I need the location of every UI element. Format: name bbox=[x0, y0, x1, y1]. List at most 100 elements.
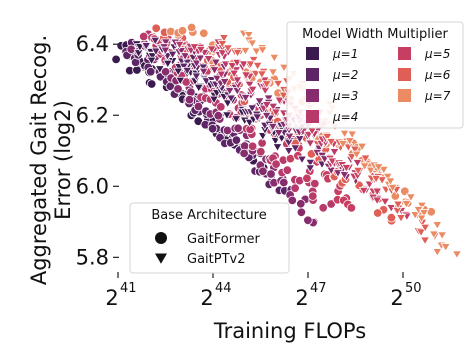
data-point bbox=[210, 58, 221, 68]
data-point bbox=[233, 123, 243, 134]
data-point bbox=[296, 155, 308, 165]
data-point bbox=[150, 36, 161, 46]
data-point bbox=[191, 59, 202, 69]
x-tick-exponent-3: 50 bbox=[405, 281, 422, 296]
data-point bbox=[151, 23, 161, 34]
data-point bbox=[420, 223, 431, 233]
data-point bbox=[176, 47, 187, 56]
data-point bbox=[216, 102, 226, 112]
data-point bbox=[270, 137, 281, 146]
data-point bbox=[222, 125, 233, 136]
data-point bbox=[283, 147, 294, 156]
data-point bbox=[173, 84, 183, 94]
data-point bbox=[111, 54, 121, 65]
architecture-legend-title: Base Architecture bbox=[151, 208, 266, 223]
data-point bbox=[273, 79, 284, 89]
width-legend-swatch-6 bbox=[398, 89, 411, 102]
width-legend-swatch-4 bbox=[398, 47, 411, 60]
data-point bbox=[256, 70, 268, 80]
data-point bbox=[377, 176, 388, 186]
data-point bbox=[418, 209, 430, 218]
data-point bbox=[257, 46, 268, 56]
data-point bbox=[198, 67, 209, 77]
data-point bbox=[451, 250, 463, 260]
data-point bbox=[175, 76, 186, 86]
data-point bbox=[261, 111, 272, 121]
data-point bbox=[252, 61, 263, 71]
data-point bbox=[132, 65, 142, 75]
data-point bbox=[305, 164, 316, 174]
width-legend-frame bbox=[286, 21, 464, 129]
data-point bbox=[211, 74, 223, 84]
data-point bbox=[387, 183, 398, 193]
data-point bbox=[296, 199, 306, 209]
data-point bbox=[145, 66, 156, 77]
data-point bbox=[160, 38, 171, 48]
data-point bbox=[216, 70, 227, 80]
data-point bbox=[274, 96, 285, 106]
data-point bbox=[365, 166, 376, 176]
data-point bbox=[141, 42, 152, 51]
data-point bbox=[247, 141, 258, 152]
data-point bbox=[229, 69, 240, 79]
data-point bbox=[263, 94, 274, 104]
data-points bbox=[111, 22, 463, 260]
data-point bbox=[272, 143, 283, 152]
y-axis-label-line-1: Aggregated Gait Recog. bbox=[27, 35, 51, 285]
architecture-legend-label-1: GaitPTv2 bbox=[187, 252, 246, 267]
data-point bbox=[337, 140, 349, 149]
data-point bbox=[428, 230, 440, 240]
data-point bbox=[401, 200, 412, 209]
data-point bbox=[244, 80, 255, 90]
data-point bbox=[177, 26, 188, 36]
data-point bbox=[240, 94, 251, 103]
data-point bbox=[318, 203, 328, 213]
data-point bbox=[247, 85, 258, 95]
y-axis: 6.4 6.2 6.0 5.8 bbox=[76, 32, 119, 269]
data-point bbox=[273, 129, 284, 138]
width-legend-label-0: μ=1 bbox=[332, 47, 358, 61]
width-legend-swatch-2 bbox=[306, 89, 319, 102]
data-point bbox=[360, 154, 371, 164]
data-point bbox=[268, 102, 279, 112]
data-point bbox=[207, 124, 218, 134]
data-point bbox=[416, 201, 428, 211]
data-point bbox=[329, 148, 340, 157]
data-point bbox=[198, 63, 209, 73]
architecture-legend-frame bbox=[129, 202, 290, 274]
x-tick-label-2: 2 bbox=[295, 286, 308, 310]
y-tick-label-0: 6.4 bbox=[76, 32, 109, 56]
data-point bbox=[344, 137, 355, 146]
width-legend: Model Width Multiplier μ=1 μ=2 μ=3 μ=4 μ=5 μ=… bbox=[286, 21, 464, 129]
data-point bbox=[186, 87, 196, 97]
data-point bbox=[346, 153, 357, 162]
data-point bbox=[243, 31, 254, 40]
width-legend-swatch-3 bbox=[306, 110, 319, 123]
data-point bbox=[206, 45, 217, 55]
y-axis-label: Aggregated Gait Recog. Error (log2) bbox=[27, 35, 75, 285]
data-point bbox=[245, 60, 256, 70]
data-point bbox=[133, 49, 144, 58]
data-point bbox=[440, 243, 451, 252]
data-point bbox=[290, 183, 300, 193]
data-point bbox=[213, 110, 224, 121]
data-point bbox=[154, 65, 165, 74]
data-point bbox=[180, 52, 191, 61]
y-tick-label-3: 5.8 bbox=[76, 245, 109, 269]
data-point bbox=[260, 86, 271, 96]
data-point bbox=[270, 108, 282, 118]
data-point bbox=[415, 228, 427, 238]
data-point bbox=[221, 111, 233, 121]
data-point bbox=[173, 67, 184, 77]
data-point bbox=[373, 163, 384, 173]
data-point bbox=[184, 94, 195, 105]
data-point bbox=[231, 135, 242, 145]
data-point bbox=[208, 95, 220, 105]
circle-marker-icon bbox=[155, 232, 167, 244]
architecture-legend-label-0: GaitFormer bbox=[187, 232, 260, 247]
data-point bbox=[271, 159, 281, 169]
data-point bbox=[160, 67, 171, 77]
data-point bbox=[257, 132, 268, 141]
data-point bbox=[346, 203, 357, 213]
